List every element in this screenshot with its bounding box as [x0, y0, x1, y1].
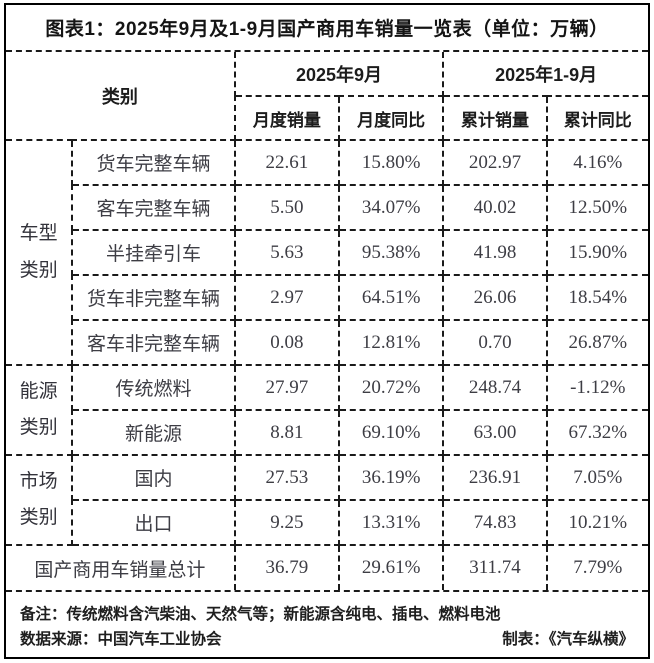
cell-cumulative-yoy: 4.16% [545, 139, 650, 186]
cell-cumulative-sales: 236.91 [442, 454, 548, 501]
cell-monthly-yoy: 29.61% [338, 544, 445, 591]
cell-cumulative-sales: 0.70 [442, 319, 548, 366]
cell-monthly-sales: 22.61 [233, 139, 341, 186]
table-row: 客车非完整车辆 0.08 12.81% 0.70 26.87% [6, 319, 650, 366]
table-row: 新能源 8.81 69.10% 63.00 67.32% [6, 409, 650, 456]
cell-monthly-yoy: 15.80% [338, 139, 445, 186]
cell-monthly-yoy: 95.38% [338, 229, 445, 276]
cell-cumulative-yoy: 7.79% [545, 544, 650, 591]
cell-monthly-sales: 27.97 [233, 364, 341, 411]
row-label: 半挂牵引车 [71, 229, 236, 276]
row-label: 货车非完整车辆 [71, 274, 236, 321]
col-header-monthly-yoy: 月度同比 [338, 95, 445, 141]
cell-monthly-sales: 8.81 [233, 409, 341, 456]
table-row: 客车完整车辆 5.50 34.07% 40.02 12.50% [6, 184, 650, 231]
cell-monthly-yoy: 69.10% [338, 409, 445, 456]
cell-monthly-yoy: 12.81% [338, 319, 445, 366]
group-label-energy-type: 能源 类别 [4, 364, 74, 456]
cell-monthly-yoy: 20.72% [338, 364, 445, 411]
row-label: 新能源 [71, 409, 236, 456]
table-row: 半挂牵引车 5.63 95.38% 41.98 15.90% [6, 229, 650, 276]
total-row: 国产商用车销量总计 36.79 29.61% 311.74 7.79% [5, 544, 650, 591]
cell-cumulative-sales: 248.74 [442, 364, 548, 411]
cell-monthly-sales: 2.97 [233, 274, 341, 321]
row-label: 客车完整车辆 [71, 184, 236, 231]
cell-cumulative-sales: 202.97 [442, 139, 548, 186]
col-header-cumulative-yoy: 累计同比 [545, 95, 650, 141]
cell-monthly-sales: 27.53 [233, 454, 341, 501]
group-label-vehicle-type: 车型 类别 [4, 139, 74, 366]
category-header-cell: 类别 [5, 51, 236, 141]
total-row-label: 国产商用车销量总计 [5, 544, 236, 591]
cell-cumulative-sales: 63.00 [442, 409, 548, 456]
cell-cumulative-sales: 26.06 [442, 274, 548, 321]
sales-table: 类别 2025年9月 2025年1-9月 月度销量 月度同比 累计销量 累计同比… [4, 51, 650, 591]
table-row: 车型 类别 货车完整车辆 22.61 15.80% 202.97 4.16% [4, 139, 650, 366]
group-label-market-type: 市场 类别 [4, 454, 74, 546]
cell-monthly-sales: 5.50 [233, 184, 341, 231]
cell-cumulative-yoy: 12.50% [545, 184, 650, 231]
cell-cumulative-yoy: 7.05% [545, 454, 650, 501]
table-row: 出口 9.25 13.31% 74.83 10.21% [6, 499, 650, 546]
cell-cumulative-yoy: 67.32% [545, 409, 650, 456]
row-label: 国内 [71, 454, 236, 501]
header-row-metrics: 月度销量 月度同比 累计销量 累计同比 [6, 95, 650, 141]
cell-cumulative-sales: 41.98 [442, 229, 548, 276]
cell-monthly-yoy: 34.07% [338, 184, 445, 231]
header-row-periods: 类别 2025年9月 2025年1-9月 [5, 51, 649, 141]
footer-credit: 制表：《汽车纵横》 [502, 631, 634, 649]
table-row: 市场 类别 国内 27.53 36.19% 236.91 7.05% [4, 454, 650, 546]
cell-cumulative-yoy: 15.90% [545, 229, 650, 276]
cell-cumulative-yoy: 26.87% [545, 319, 650, 366]
figure-frame: 图表1：2025年9月及1-9月国产商用车销量一览表（单位：万辆） 类别 202… [4, 3, 650, 659]
cell-cumulative-yoy: 10.21% [545, 499, 650, 546]
table-row: 能源 类别 传统燃料 27.97 20.72% 248.74 -1.12% [4, 364, 650, 456]
cell-monthly-yoy: 36.19% [338, 454, 445, 501]
cell-cumulative-sales: 311.74 [442, 544, 548, 591]
cell-cumulative-sales: 74.83 [442, 499, 548, 546]
row-label: 货车完整车辆 [71, 139, 236, 186]
row-label: 客车非完整车辆 [71, 319, 236, 366]
cell-monthly-yoy: 13.31% [338, 499, 445, 546]
cell-monthly-sales: 36.79 [233, 544, 341, 591]
cell-cumulative-yoy: -1.12% [545, 364, 650, 411]
footer-note: 备注：传统燃料含汽柴油、天然气等；新能源含纯电、插电、燃料电池 [20, 605, 501, 623]
cell-monthly-sales: 0.08 [233, 319, 341, 366]
col-header-cumulative-sales: 累计销量 [442, 95, 548, 141]
period-header-jan-sep2025: 2025年1-9月 [442, 51, 649, 97]
row-label: 出口 [71, 499, 236, 546]
table-row: 货车非完整车辆 2.97 64.51% 26.06 18.54% [6, 274, 650, 321]
cell-monthly-sales: 5.63 [233, 229, 341, 276]
cell-monthly-yoy: 64.51% [338, 274, 445, 321]
cell-cumulative-yoy: 18.54% [545, 274, 650, 321]
footer-data-source: 数据来源：中国汽车工业协会 [20, 631, 222, 649]
cell-cumulative-sales: 40.02 [442, 184, 548, 231]
row-label: 传统燃料 [71, 364, 236, 411]
cell-monthly-sales: 9.25 [233, 499, 341, 546]
period-header-sep2025: 2025年9月 [233, 51, 445, 97]
col-header-monthly-sales: 月度销量 [233, 95, 341, 141]
figure-footer: 备注：传统燃料含汽柴油、天然气等；新能源含纯电、插电、燃料电池 数据来源：中国汽… [6, 590, 648, 657]
figure-title: 图表1：2025年9月及1-9月国产商用车销量一览表（单位：万辆） [6, 5, 648, 52]
